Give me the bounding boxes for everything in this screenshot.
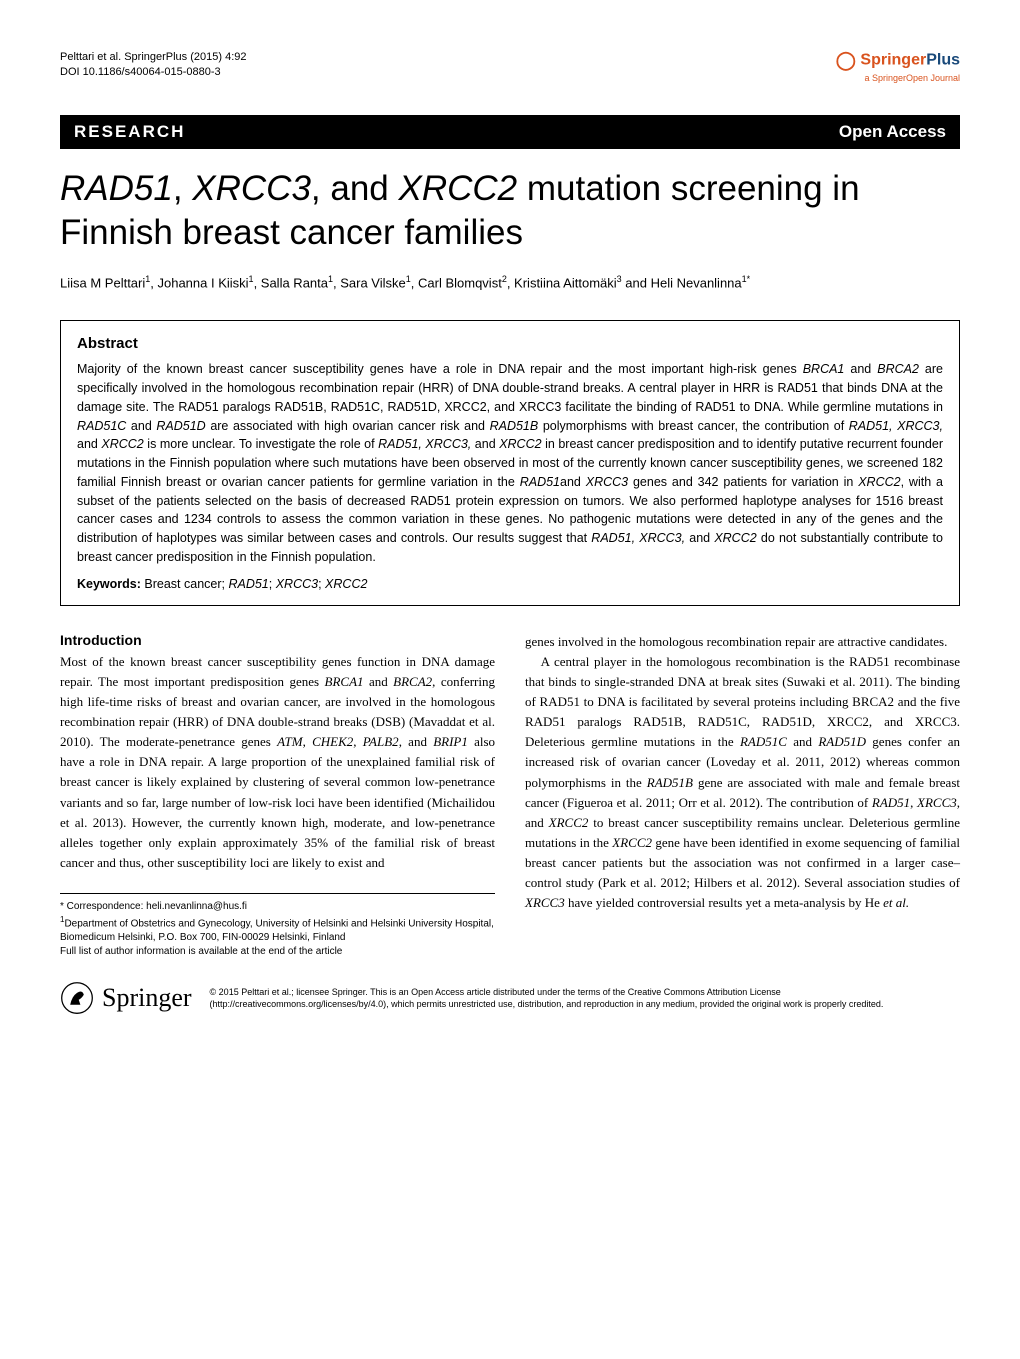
abstract-text: Majority of the known breast cancer susc… [77,360,943,566]
keywords-label: Keywords: [77,577,141,591]
abstract-box: Abstract Majority of the known breast ca… [60,320,960,605]
correspondence-footer: * Correspondence: heli.nevanlinna@hus.fi… [60,893,495,959]
publisher-name: Springer [102,983,192,1013]
intro-col2-p2: A central player in the homologous recom… [525,652,960,914]
article-title: RAD51, XRCC3, and XRCC2 mutation screeni… [60,167,960,255]
abstract-heading: Abstract [77,335,943,352]
full-list-line: Full list of author information is avail… [60,945,495,959]
license-row: Springer © 2015 Pelttari et al.; license… [60,981,960,1015]
springer-open-icon: ◯ [836,50,856,70]
citation-text: Pelttari et al. SpringerPlus (2015) 4:92 [60,50,247,65]
springer-horse-icon [60,981,94,1015]
section-bar: RESEARCH Open Access [60,115,960,149]
brand-springer: Springer [860,52,926,69]
bar-right: Open Access [839,122,946,142]
right-column: genes involved in the homologous recombi… [525,632,960,960]
license-text: © 2015 Pelttari et al.; licensee Springe… [210,986,960,1010]
keywords-line: Keywords: Breast cancer; RAD51; XRCC3; X… [77,577,943,591]
intro-col1-p1: Most of the known breast cancer suscepti… [60,652,495,874]
left-column: Introduction Most of the known breast ca… [60,632,495,960]
correspondence-line: * Correspondence: heli.nevanlinna@hus.fi [60,900,495,914]
intro-col2: genes involved in the homologous recombi… [525,632,960,914]
publisher-logo: Springer [60,981,192,1015]
brand-subtitle: a SpringerOpen Journal [836,73,960,83]
intro-col1: Most of the known breast cancer suscepti… [60,652,495,874]
doi-text: DOI 10.1186/s40064-015-0880-3 [60,65,247,80]
journal-logo: ◯ SpringerPlus [836,50,960,71]
keywords-values: Breast cancer; RAD51; XRCC3; XRCC2 [144,577,367,591]
intro-col2-p1: genes involved in the homologous recombi… [525,632,960,652]
citation-block: Pelttari et al. SpringerPlus (2015) 4:92… [60,50,247,81]
intro-heading: Introduction [60,632,495,648]
page-header: Pelttari et al. SpringerPlus (2015) 4:92… [60,50,960,83]
brand-plus: Plus [926,52,960,69]
body-columns: Introduction Most of the known breast ca… [60,632,960,960]
affiliation-line: 1Department of Obstetrics and Gynecology… [60,914,495,945]
authors-line: Liisa M Pelttari1, Johanna I Kiiski1, Sa… [60,273,960,293]
bar-left: RESEARCH [74,122,185,142]
journal-brand: ◯ SpringerPlus a SpringerOpen Journal [836,50,960,83]
